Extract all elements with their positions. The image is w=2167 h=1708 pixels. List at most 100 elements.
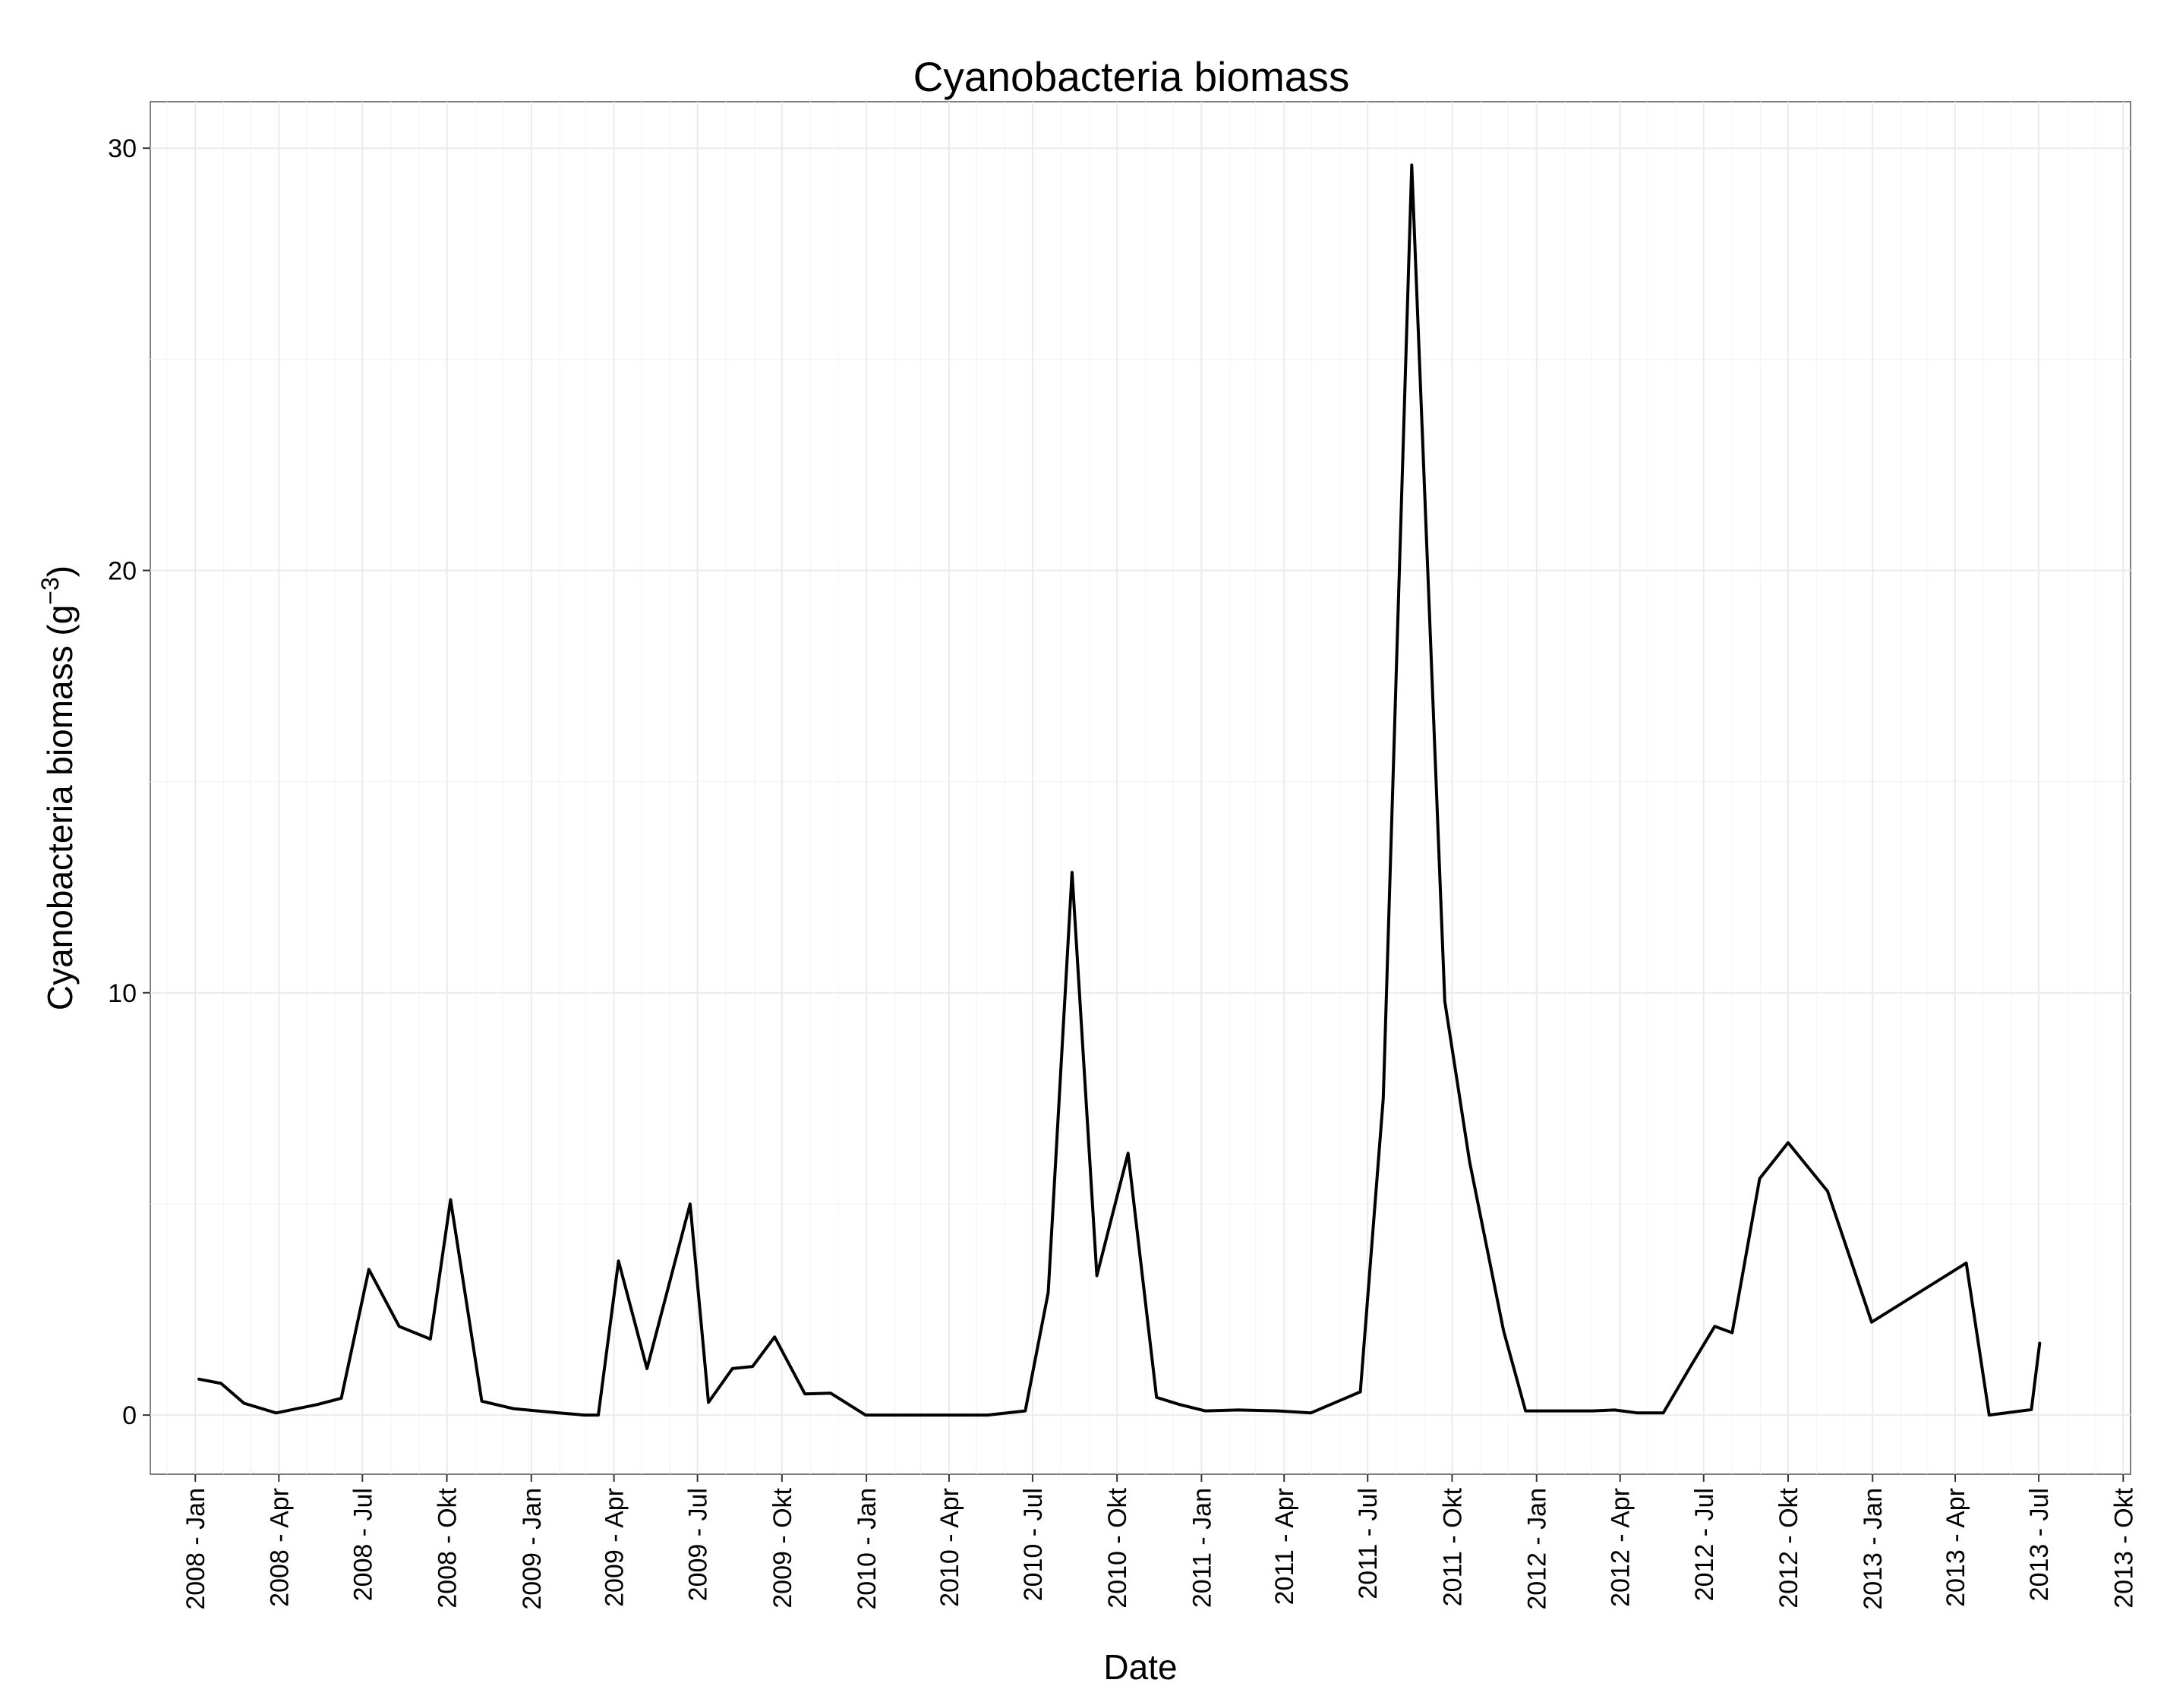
axis-ticks <box>143 147 2124 1482</box>
x-axis-tick-labels: 2008 - Jan 2008 - Apr 2008 - Jul 2008 - Okt… <box>181 1487 2138 1609</box>
x-tick-label: 2008 - Jan <box>181 1488 210 1610</box>
data-point <box>1155 1396 1158 1399</box>
data-point <box>1178 1403 1181 1406</box>
major-gridlines <box>150 102 2131 1474</box>
data-point <box>1988 1413 1991 1417</box>
data-point <box>1024 1410 1027 1413</box>
data-point <box>242 1402 245 1405</box>
data-point <box>906 1413 909 1417</box>
data-point <box>1359 1391 1362 1394</box>
x-tick-label: 2012 - Jul <box>1690 1488 1719 1601</box>
data-point <box>513 1407 516 1410</box>
data-point <box>1237 1408 1240 1411</box>
data-point <box>1276 1410 1279 1413</box>
data-point <box>2030 1408 2033 1411</box>
y-tick-label: 20 <box>108 557 137 586</box>
data-point <box>316 1403 319 1406</box>
data-point <box>1382 1097 1385 1100</box>
y-tick-label: 0 <box>122 1401 137 1430</box>
x-axis-label: Date <box>1103 1647 1177 1687</box>
x-tick-label: 2011 - Okt <box>1438 1487 1467 1606</box>
data-point <box>1443 1000 1446 1003</box>
data-point <box>948 1413 951 1417</box>
data-point <box>1690 1363 1693 1366</box>
data-point <box>1502 1329 1505 1332</box>
plot-panel <box>150 101 2131 1475</box>
y-tick-label: 30 <box>108 134 137 163</box>
data-point <box>617 1259 620 1262</box>
x-tick-label: 2008 - Jul <box>349 1488 377 1601</box>
y-axis-label-superscript: −3 <box>36 577 64 604</box>
x-tick-label: 2010 - Okt <box>1103 1487 1132 1608</box>
data-point <box>1713 1325 1716 1328</box>
data-point <box>275 1411 278 1414</box>
data-point <box>864 1413 867 1417</box>
x-tick-label: 2009 - Okt <box>768 1487 797 1608</box>
x-tick-label: 2012 - Okt <box>1774 1487 1803 1608</box>
y-axis-label-close: ) <box>40 566 80 577</box>
data-point <box>1870 1321 1873 1324</box>
x-tick-label: 2012 - Apr <box>1607 1488 1636 1607</box>
data-point <box>1662 1411 1665 1414</box>
data-point <box>1410 163 1413 166</box>
data-point <box>1046 1291 1049 1294</box>
x-tick-label: 2009 - Jul <box>684 1488 713 1601</box>
data-point <box>689 1202 692 1205</box>
x-tick-label: 2008 - Apr <box>265 1488 294 1607</box>
y-axis-label: Cyanobacteria biomass (g−3) <box>36 566 80 1010</box>
data-point <box>645 1367 648 1370</box>
x-tick-label: 2012 - Jan <box>1523 1488 1552 1610</box>
data-point <box>557 1411 560 1414</box>
data-point <box>1965 1262 1968 1265</box>
data-point <box>339 1397 342 1400</box>
data-point <box>1730 1331 1733 1335</box>
data-point <box>480 1400 483 1403</box>
data-point <box>1309 1411 1312 1414</box>
series-line <box>197 163 2042 1417</box>
x-tick-label: 2009 - Jan <box>518 1488 547 1610</box>
data-point <box>707 1401 710 1404</box>
data-point <box>1096 1275 1099 1278</box>
x-tick-label: 2010 - Apr <box>935 1488 964 1607</box>
x-tick-label: 2011 - Jan <box>1188 1488 1216 1608</box>
data-point <box>1468 1160 1471 1163</box>
x-tick-label: 2010 - Jan <box>853 1488 882 1610</box>
data-point <box>751 1365 754 1368</box>
data-point <box>1563 1410 1566 1413</box>
data-point <box>219 1382 222 1385</box>
y-axis-label-main: Cyanobacteria biomass (g <box>40 605 80 1010</box>
data-point <box>1826 1190 1829 1193</box>
x-tick-label: 2013 - Jul <box>2025 1488 2054 1601</box>
y-axis-tick-labels: 0 10 20 30 <box>108 134 137 1430</box>
data-point <box>367 1268 371 1271</box>
data-point <box>1203 1410 1207 1413</box>
data-point <box>1636 1411 1639 1414</box>
data-point <box>803 1392 806 1395</box>
x-tick-label: 2011 - Apr <box>1270 1488 1299 1605</box>
data-point <box>597 1413 600 1417</box>
data-point <box>829 1391 832 1394</box>
x-tick-label: 2013 - Apr <box>1941 1488 1970 1607</box>
x-tick-label: 2013 - Jan <box>1859 1488 1888 1610</box>
data-point <box>583 1413 586 1417</box>
data-point <box>1127 1152 1130 1155</box>
series-layer <box>197 163 2042 1417</box>
data-point <box>197 1378 200 1381</box>
data-point <box>986 1413 989 1417</box>
x-tick-label: 2008 - Okt <box>434 1487 462 1608</box>
data-point <box>1524 1410 1527 1413</box>
data-point <box>1591 1410 1594 1413</box>
data-point <box>773 1335 776 1338</box>
x-tick-label: 2009 - Apr <box>601 1488 629 1607</box>
x-tick-label: 2011 - Jul <box>1354 1488 1383 1599</box>
data-point <box>2038 1342 2041 1345</box>
y-tick-label: 10 <box>108 979 137 1008</box>
data-point <box>449 1198 452 1201</box>
data-point <box>1787 1141 1790 1144</box>
data-point <box>1613 1408 1616 1411</box>
x-tick-label: 2013 - Okt <box>2109 1487 2138 1608</box>
data-point <box>1071 871 1074 874</box>
x-tick-label: 2010 - Jul <box>1019 1488 1048 1601</box>
data-point <box>429 1338 432 1341</box>
